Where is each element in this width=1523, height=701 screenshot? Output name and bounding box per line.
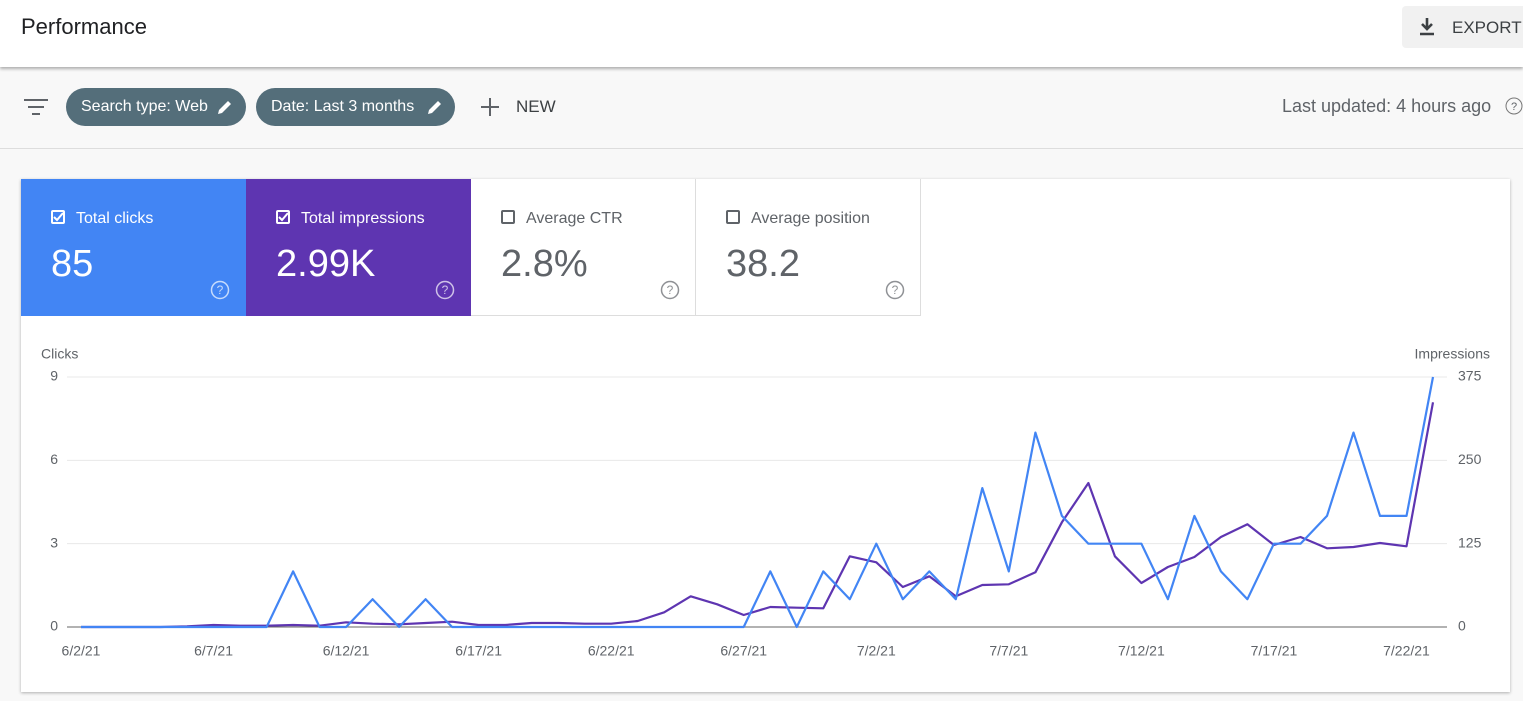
help-icon: ? bbox=[435, 280, 455, 300]
x-tick-label: 7/12/21 bbox=[1118, 643, 1165, 659]
metric-label: Total clicks bbox=[76, 210, 154, 227]
last-updated: Last updated: 4 hours ago bbox=[1282, 96, 1492, 116]
chart: Clicks Impressions 0 3 6 9 0 125 250 375 6/2/21 6… bbox=[41, 346, 1490, 659]
y-axis-title: Clicks bbox=[41, 346, 78, 362]
header: Performance EXPORT bbox=[0, 0, 1523, 67]
x-tick-label: 7/2/21 bbox=[857, 643, 896, 659]
filter-icon[interactable] bbox=[24, 97, 48, 117]
help-circle bbox=[435, 280, 455, 300]
svg-text:?: ? bbox=[1511, 101, 1517, 113]
help-glyph: ? bbox=[892, 283, 899, 297]
filter-chip[interactable]: Search type: Web bbox=[66, 88, 246, 126]
chip-label: Date: Last 3 months bbox=[271, 98, 415, 115]
chip-label: Search type: Web bbox=[81, 98, 208, 115]
help-circle bbox=[660, 280, 680, 300]
checkbox bbox=[501, 210, 515, 224]
help-glyph: ? bbox=[217, 283, 224, 297]
page-title: Performance bbox=[21, 14, 147, 39]
filter-chip[interactable]: Date: Last 3 months bbox=[256, 88, 455, 126]
check-mark bbox=[53, 212, 64, 222]
help-glyph: ? bbox=[442, 283, 449, 297]
y-tick-label: 6 bbox=[50, 451, 58, 467]
check-mark bbox=[278, 212, 289, 222]
metric-value: 2.8% bbox=[501, 243, 588, 285]
metric-value: 38.2 bbox=[726, 243, 800, 285]
y2-tick-label: 250 bbox=[1458, 451, 1482, 467]
help-glyph: ? bbox=[667, 283, 674, 297]
y-tick-label: 0 bbox=[50, 618, 58, 634]
checkbox bbox=[726, 210, 740, 224]
x-tick-label: 7/22/21 bbox=[1383, 643, 1430, 659]
metric-tile[interactable]: Total clicks 85? bbox=[21, 179, 246, 316]
export-label: EXPORT bbox=[1452, 18, 1522, 37]
check-path bbox=[278, 212, 289, 222]
metric-tile[interactable]: Total impressions 2.99K? bbox=[246, 179, 471, 316]
x-tick-label: 6/7/21 bbox=[194, 643, 233, 659]
download-icon bbox=[1420, 18, 1434, 36]
x-tick-label: 6/17/21 bbox=[455, 643, 502, 659]
series-line bbox=[81, 402, 1435, 629]
x-tick-label: 6/12/21 bbox=[323, 643, 370, 659]
performance-card: Total clicks 85? Total impressions 2.99K? Av… bbox=[21, 179, 1510, 692]
check-path bbox=[53, 212, 64, 222]
help-icon[interactable]: ? bbox=[1505, 97, 1523, 115]
help-icon: ? bbox=[210, 280, 230, 300]
edit-icon bbox=[428, 101, 441, 114]
metric-value: 85 bbox=[51, 243, 94, 285]
metric-tile[interactable]: Average CTR 2.8%? bbox=[471, 179, 696, 316]
help-circle bbox=[885, 280, 905, 300]
checkbox bbox=[276, 210, 290, 224]
help-icon: ? bbox=[885, 280, 905, 300]
y2-tick-label: 125 bbox=[1458, 534, 1482, 550]
metric-tile[interactable]: Average position 38.2? bbox=[696, 179, 921, 316]
new-filter[interactable]: NEW bbox=[516, 97, 556, 116]
metric-label: Average CTR bbox=[526, 210, 623, 227]
x-tick-label: 6/27/21 bbox=[720, 643, 767, 659]
export-button[interactable]: EXPORT bbox=[1402, 6, 1523, 48]
y-tick-label: 9 bbox=[50, 368, 58, 384]
y2-axis-title: Impressions bbox=[1415, 346, 1490, 362]
metric-label: Average position bbox=[751, 210, 870, 227]
y2-tick-label: 0 bbox=[1458, 618, 1466, 634]
separator bbox=[0, 148, 1523, 149]
checkbox bbox=[51, 210, 65, 224]
x-tick-label: 7/7/21 bbox=[989, 643, 1028, 659]
metric-value: 2.99K bbox=[276, 243, 376, 285]
metric-label: Total impressions bbox=[301, 210, 425, 227]
y-tick-label: 3 bbox=[50, 534, 58, 550]
edit-icon bbox=[218, 101, 231, 114]
help-circle bbox=[210, 280, 230, 300]
series-line bbox=[81, 376, 1435, 629]
x-tick-label: 6/2/21 bbox=[62, 643, 101, 659]
plus-icon bbox=[481, 98, 499, 116]
help-icon: ? bbox=[660, 280, 680, 300]
x-tick-label: 6/22/21 bbox=[588, 643, 635, 659]
y2-tick-label: 375 bbox=[1458, 368, 1482, 384]
x-tick-label: 7/17/21 bbox=[1251, 643, 1298, 659]
